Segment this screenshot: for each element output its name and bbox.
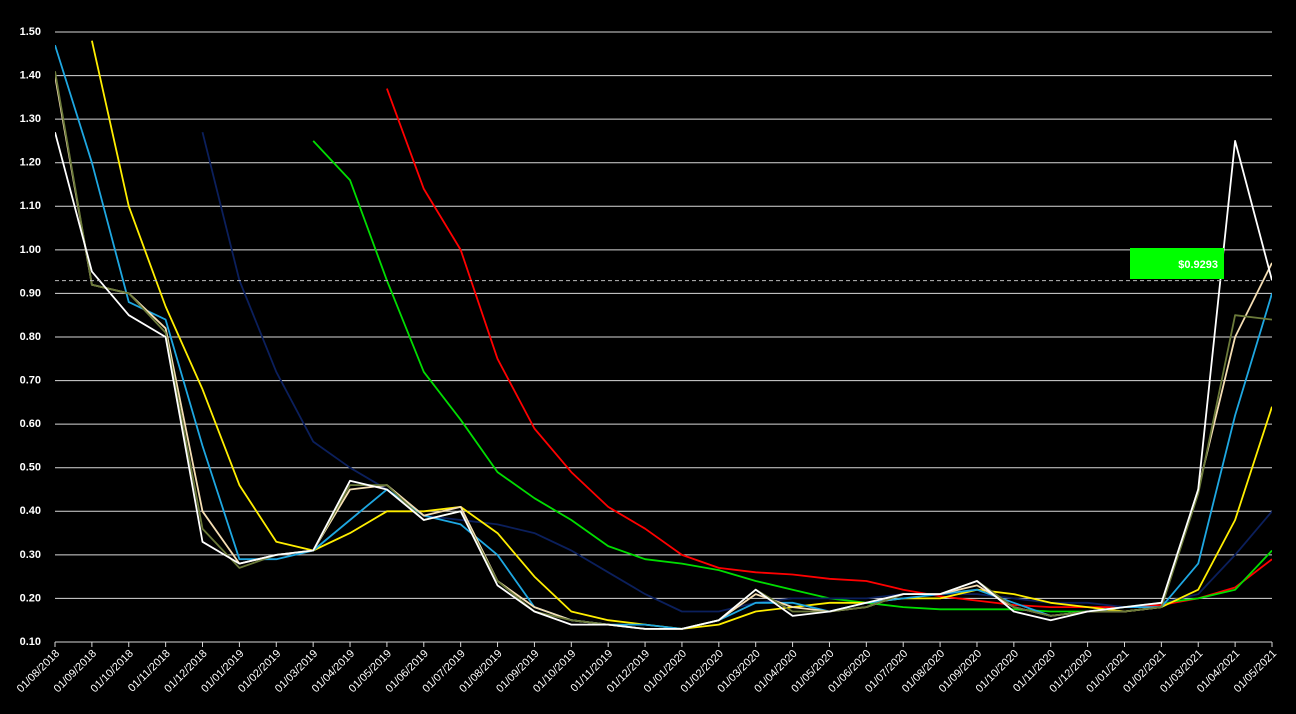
y-tick-label: 1.10: [20, 200, 41, 212]
y-tick-label: 0.80: [20, 331, 41, 343]
y-tick-label: 0.50: [20, 462, 41, 474]
price-label: $0.9293: [1178, 259, 1218, 271]
series-line: [55, 131, 1272, 630]
y-tick-label: 1.40: [20, 69, 41, 81]
y-tick-label: 0.40: [20, 505, 41, 517]
y-tick-label: 1.30: [20, 113, 41, 125]
plot-area: [55, 40, 1272, 630]
y-tick-label: 1.00: [20, 244, 41, 256]
y-tick-label: 0.70: [20, 374, 41, 386]
y-tick-label: 0.10: [20, 636, 41, 648]
y-tick-label: 1.50: [20, 26, 41, 38]
y-tick-label: 0.60: [20, 418, 41, 430]
y-tick-label: 0.30: [20, 549, 41, 561]
price-badge: [1130, 248, 1224, 279]
y-tick-label: 0.20: [20, 592, 41, 604]
y-tick-label: 1.20: [20, 157, 41, 169]
y-tick-label: 0.90: [20, 287, 41, 299]
